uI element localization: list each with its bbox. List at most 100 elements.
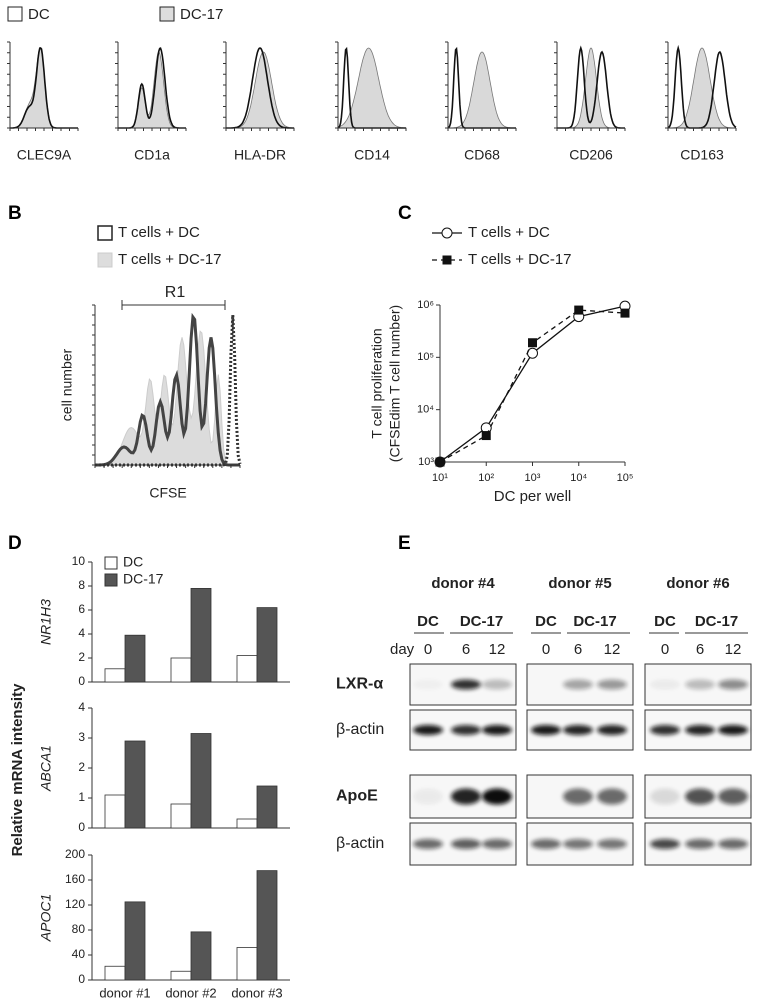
y-tick-label: 2 (78, 760, 85, 774)
legend-swatch (104, 573, 118, 587)
blot-band (685, 679, 715, 690)
bar (104, 965, 126, 981)
y-tick-label: 80 (72, 922, 86, 936)
day-value: 6 (696, 641, 704, 658)
histogram-fill (118, 51, 186, 129)
bar (170, 970, 192, 981)
legend-swatch (7, 6, 23, 22)
blot-band (531, 725, 561, 735)
bar (190, 931, 212, 981)
day-value: 0 (661, 641, 669, 658)
y-tick-label: 1 (78, 790, 85, 804)
blot-band (718, 839, 748, 849)
bar (236, 818, 258, 829)
blot-band (482, 725, 512, 735)
day-label: day (390, 641, 415, 658)
y-tick-label: 160 (65, 872, 85, 886)
blot-band (563, 725, 593, 735)
histogram-fill (557, 47, 625, 129)
blot-band (597, 725, 627, 735)
histogram-fill (10, 47, 78, 129)
bar (170, 803, 192, 829)
group-label: DC-17 (460, 613, 503, 630)
axis-title: Relative mRNA intensity (9, 683, 26, 856)
legend-swatch (104, 556, 118, 570)
bar (256, 870, 278, 981)
legend-label: DC (28, 6, 50, 23)
x-tick-label: 10¹ (432, 472, 448, 484)
donor-label: donor #5 (548, 575, 611, 592)
legend-swatch (159, 6, 175, 22)
axis-title: (CFSEdim T cell number) (387, 305, 403, 462)
bar (256, 607, 278, 683)
bar (190, 588, 212, 683)
blot-band (451, 839, 481, 849)
x-tick-label: 10² (478, 472, 494, 484)
legend-label: DC-17 (180, 6, 223, 23)
blot-band (685, 788, 715, 805)
y-tick-label: 10⁴ (417, 404, 434, 416)
blot-band (413, 680, 443, 690)
histogram-fill (337, 47, 407, 129)
y-tick-label: 200 (65, 847, 85, 861)
y-tick-label: 120 (65, 897, 85, 911)
blot-band (451, 679, 481, 690)
marker-label: CLEC9A (17, 147, 72, 163)
point (481, 431, 491, 441)
day-value: 0 (424, 641, 432, 658)
blot-band (451, 788, 481, 805)
blot-band (413, 725, 443, 735)
marker-label: CD1a (134, 147, 170, 163)
axis-title: CFSE (149, 485, 186, 501)
day-value: 12 (604, 641, 621, 658)
marker-label: CD163 (680, 147, 724, 163)
axis-title: APOC1 (38, 894, 54, 942)
marker-label: CD14 (354, 147, 390, 163)
y-tick-label: 10⁶ (417, 299, 434, 311)
histogram-line (95, 312, 240, 467)
histogram-fill (448, 51, 516, 129)
axis-title: NR1H3 (38, 599, 54, 645)
group-label: DC (417, 613, 439, 630)
bar (104, 668, 126, 683)
series-line (439, 309, 626, 463)
y-tick-label: 0 (78, 820, 85, 834)
legend-label: T cells + DC (118, 224, 200, 241)
panel-label: C (398, 203, 412, 224)
y-tick-label: 10 (72, 554, 86, 568)
day-value: 6 (574, 641, 582, 658)
y-tick-label: 3 (78, 730, 85, 744)
row-label: β-actin (336, 835, 384, 852)
panel-label: B (8, 203, 22, 224)
x-tick-label: donor #3 (231, 985, 282, 1000)
bar (124, 901, 146, 981)
blot-band (482, 788, 512, 805)
legend-swatch (97, 252, 113, 268)
x-tick-label: donor #2 (165, 985, 216, 1000)
blot-band (650, 839, 680, 849)
blot-band (451, 725, 481, 735)
axis (439, 305, 625, 463)
x-tick-label: 10⁵ (617, 472, 634, 484)
blot-band (413, 839, 443, 849)
y-tick-label: 4 (78, 700, 85, 714)
blot-band (718, 725, 748, 735)
blot-band (597, 839, 627, 849)
y-tick-label: 6 (78, 602, 85, 616)
blot-band (531, 839, 561, 849)
bar (236, 947, 258, 981)
group-label: DC-17 (695, 613, 738, 630)
bar (104, 794, 126, 829)
day-value: 6 (462, 641, 470, 658)
axis-title: T cell proliferation (369, 328, 385, 438)
histogram-fill (226, 51, 295, 129)
axis-title: cell number (59, 348, 75, 421)
blot-band (563, 679, 593, 690)
row-label: LXR-α (336, 676, 383, 693)
panel-label: E (398, 533, 411, 554)
y-tick-label: 10⁵ (417, 351, 434, 363)
marker-label: HLA-DR (234, 147, 286, 163)
panel-label: D (8, 533, 22, 554)
point (620, 308, 630, 318)
